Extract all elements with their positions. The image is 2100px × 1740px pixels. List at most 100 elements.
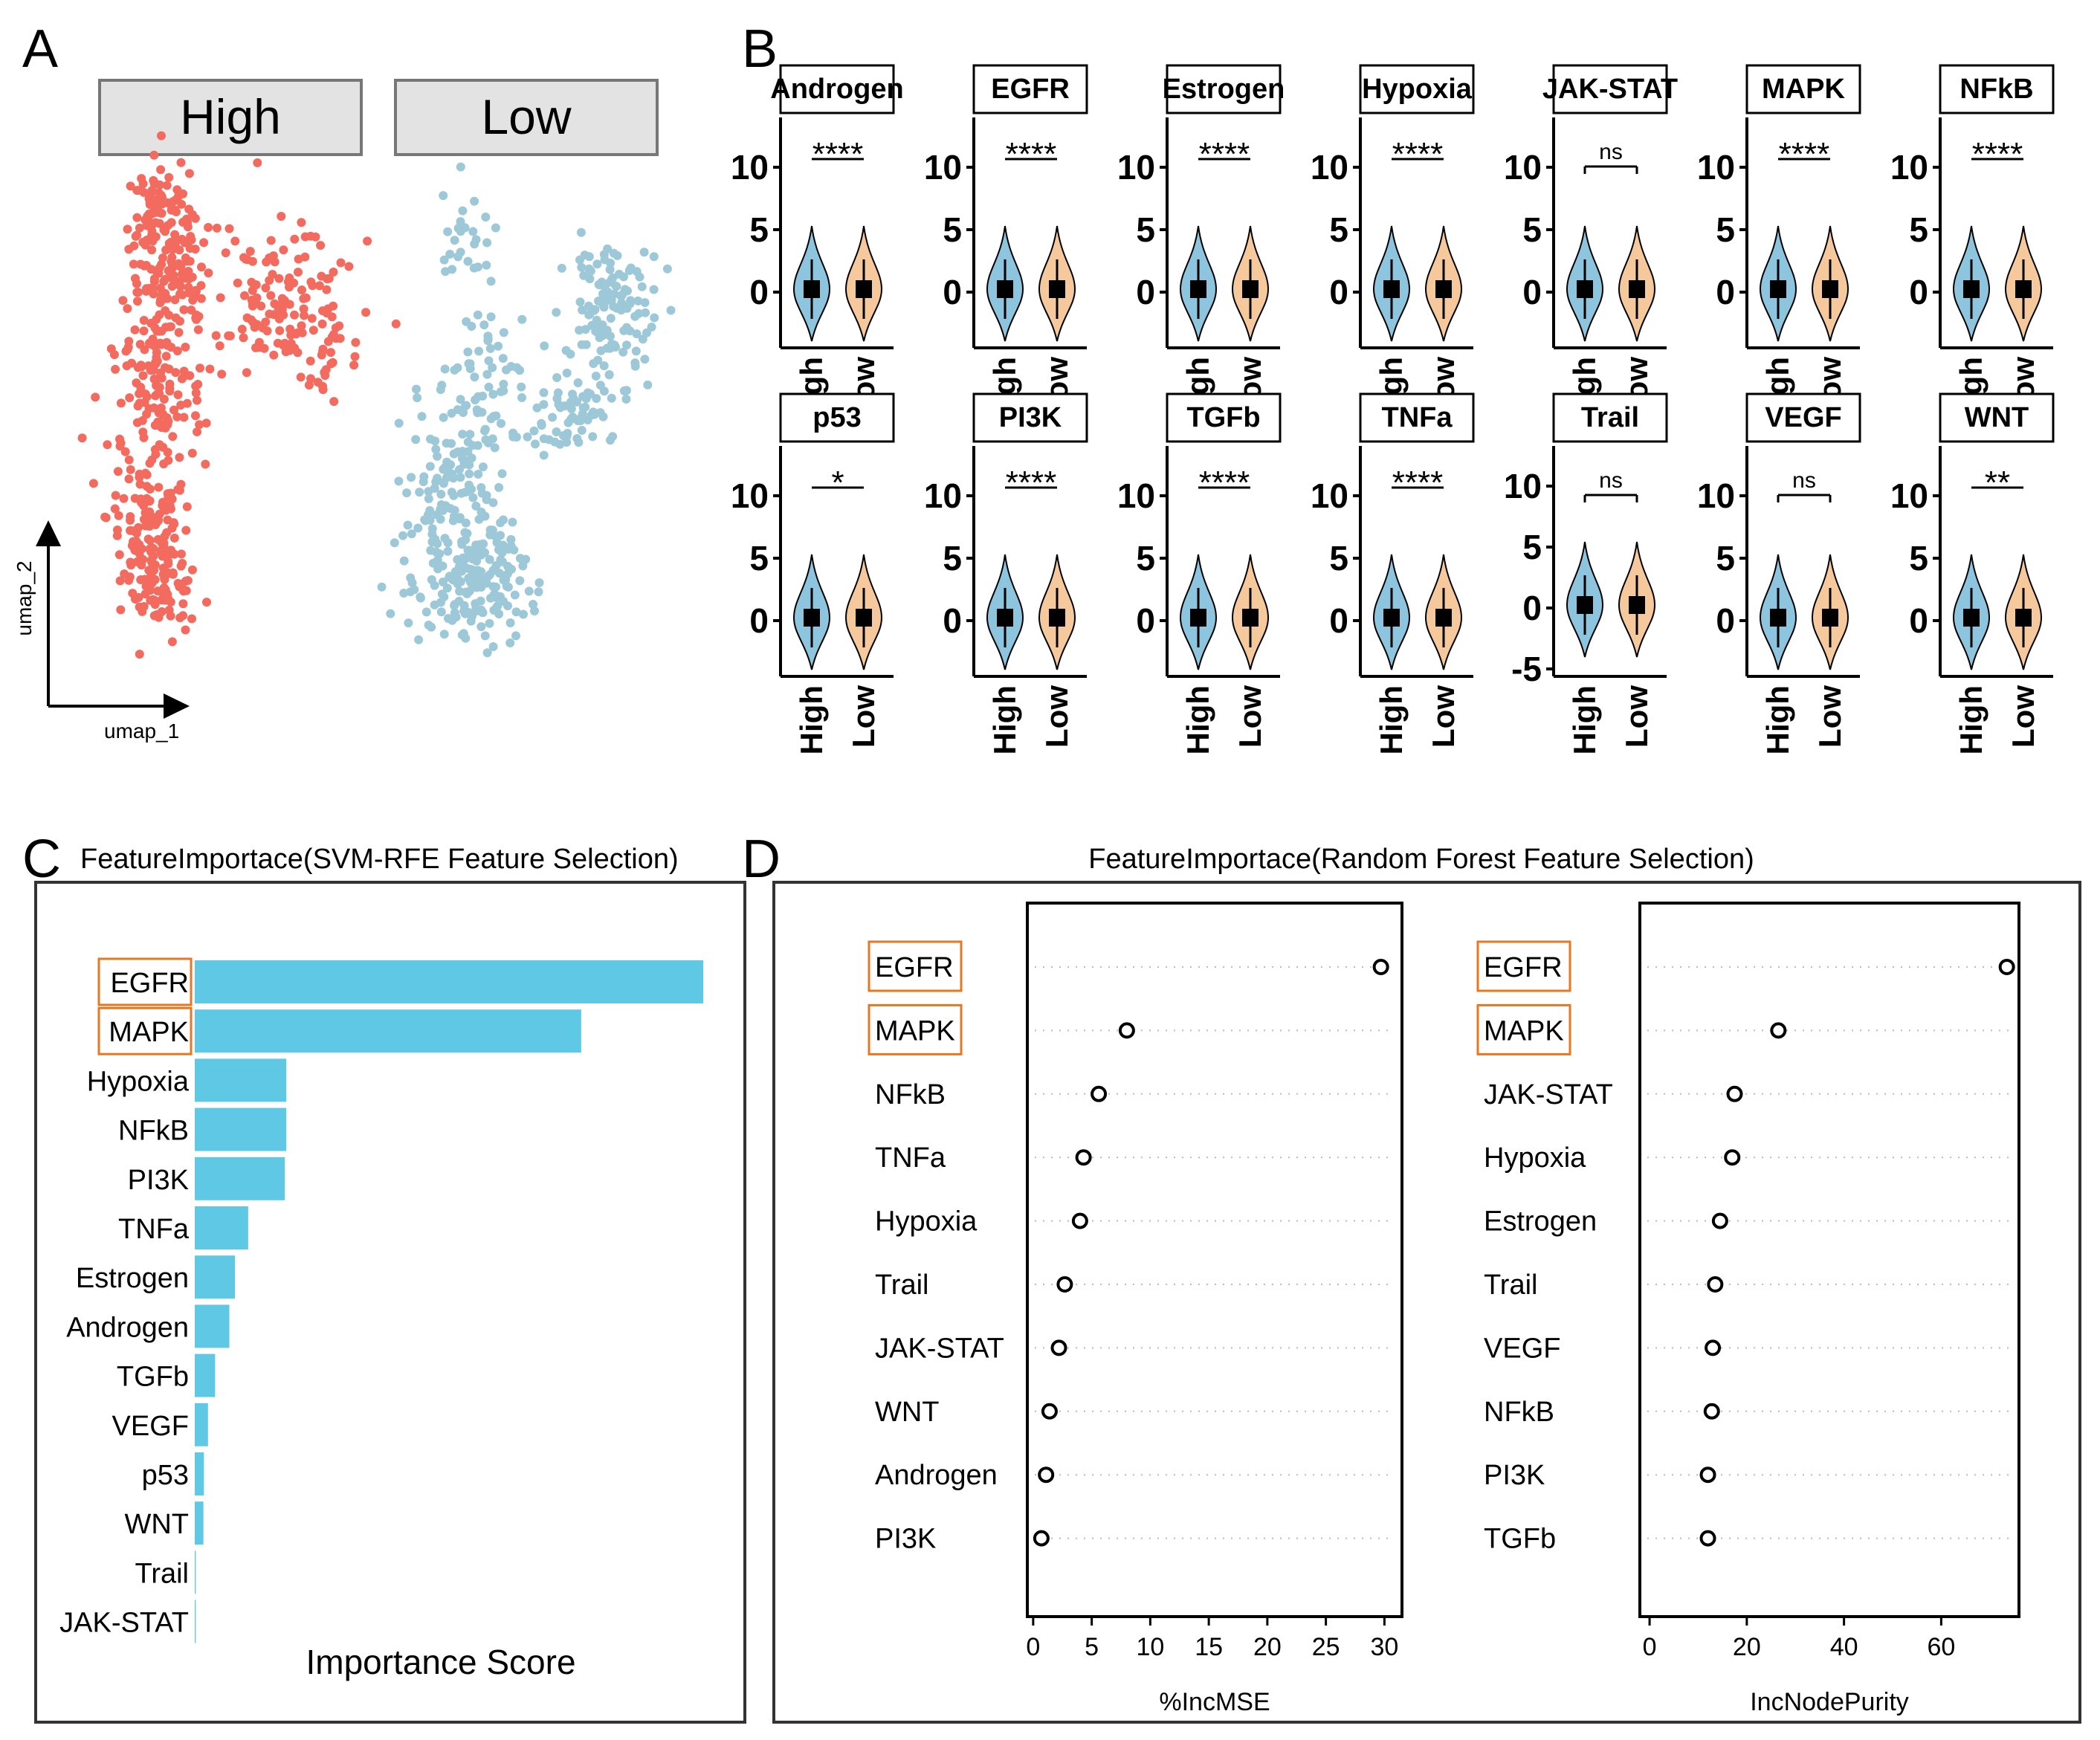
rf-incmse-category-label: EGFR bbox=[875, 952, 954, 983]
umap-point-low bbox=[485, 570, 494, 580]
umap-point-high bbox=[185, 371, 195, 381]
violin-box bbox=[1190, 280, 1206, 298]
umap-point-high bbox=[179, 413, 189, 422]
violin-title: p53 bbox=[812, 402, 861, 433]
umap-point-low bbox=[503, 601, 512, 611]
umap-point-high bbox=[138, 607, 147, 616]
umap-point-high bbox=[216, 293, 225, 303]
umap-low-points bbox=[377, 162, 676, 658]
umap-point-high bbox=[317, 319, 327, 329]
umap-point-high bbox=[142, 236, 152, 245]
umap-point-low bbox=[581, 394, 591, 404]
umap-point-low bbox=[399, 556, 409, 566]
umap-point-low bbox=[531, 439, 540, 449]
umap-point-high bbox=[184, 282, 193, 292]
rf-incnodepurity-dot-tgfb bbox=[1699, 1530, 1716, 1547]
rf-incmse-highlight-box bbox=[868, 940, 963, 992]
umap-point-high bbox=[135, 479, 145, 489]
rf-incnodepurity-category-label: VEGF bbox=[1484, 1333, 1560, 1364]
umap-point-high bbox=[181, 525, 191, 535]
umap-point-high bbox=[147, 578, 157, 588]
umap-point-high bbox=[178, 558, 187, 568]
umap-point-high bbox=[165, 387, 175, 396]
umap-point-high bbox=[297, 218, 306, 227]
umap-point-low bbox=[453, 363, 462, 372]
umap-point-low bbox=[494, 569, 504, 578]
violin-y-tick-label: 5 bbox=[1329, 210, 1348, 249]
umap-point-low bbox=[578, 305, 587, 315]
umap-point-low bbox=[468, 227, 478, 236]
violin-group-label: High bbox=[1567, 685, 1602, 754]
umap-point-high bbox=[175, 613, 185, 623]
umap-point-low bbox=[436, 489, 446, 499]
umap-high-points bbox=[77, 131, 401, 659]
umap-point-high bbox=[247, 277, 256, 287]
umap-point-low bbox=[433, 451, 442, 461]
umap-point-low bbox=[612, 282, 621, 291]
umap-point-low bbox=[599, 297, 609, 307]
umap-point-high bbox=[184, 267, 193, 276]
svm-chart-title: FeatureImportace(SVM-RFE Feature Selecti… bbox=[80, 844, 679, 875]
violin-y-tick-label: 5 bbox=[1522, 528, 1542, 566]
umap-point-low bbox=[456, 217, 465, 227]
umap-point-low bbox=[494, 482, 504, 492]
rf-incmse-highlight-box bbox=[868, 1003, 963, 1055]
umap-point-low bbox=[436, 607, 446, 617]
umap-point-low bbox=[425, 462, 435, 471]
rf-incmse-category-label: Hypoxia bbox=[875, 1206, 978, 1238]
umap-point-low bbox=[398, 531, 407, 540]
umap-point-low bbox=[443, 227, 453, 236]
umap-point-low bbox=[575, 255, 584, 265]
umap-point-high bbox=[361, 308, 371, 317]
umap-point-low bbox=[458, 557, 468, 566]
umap-point-high bbox=[112, 531, 122, 540]
violin-title-box bbox=[1939, 392, 2055, 443]
umap-point-low bbox=[552, 427, 561, 436]
umap-point-low bbox=[440, 534, 450, 543]
umap-strip-low bbox=[394, 79, 659, 156]
umap-point-low bbox=[463, 347, 473, 357]
umap-point-high bbox=[297, 321, 306, 331]
violin-y-tick-label: 0 bbox=[749, 601, 769, 640]
svm-bar-p53 bbox=[195, 1452, 204, 1495]
umap-point-low bbox=[485, 525, 495, 534]
umap-point-low bbox=[407, 529, 416, 539]
umap-point-low bbox=[468, 493, 478, 502]
umap-point-high bbox=[177, 234, 187, 244]
umap-point-low bbox=[584, 301, 593, 311]
umap-point-high bbox=[239, 333, 248, 343]
umap-point-low bbox=[603, 244, 613, 253]
significance-label: ** bbox=[1985, 465, 2010, 501]
umap-point-high bbox=[297, 285, 306, 295]
rf-incmse-dot-androgen bbox=[1038, 1466, 1055, 1484]
umap-point-low bbox=[591, 372, 601, 381]
umap-point-low bbox=[643, 380, 653, 389]
umap-point-low bbox=[510, 590, 520, 600]
umap-point-low bbox=[515, 576, 525, 586]
umap-point-low bbox=[581, 325, 590, 334]
svm-bar-chart: EGFR MAPK Hypoxia NFkB PI3K TNFa Estrogen Andro… bbox=[59, 957, 703, 1643]
umap-point-low bbox=[578, 409, 587, 418]
violin-box bbox=[997, 609, 1013, 627]
violin-group-label: Low bbox=[2006, 685, 2041, 748]
umap-point-low bbox=[465, 430, 475, 439]
umap-point-high bbox=[224, 331, 233, 340]
umap-point-low bbox=[419, 477, 428, 487]
umap-point-low bbox=[577, 426, 587, 435]
umap-point-high bbox=[329, 330, 338, 339]
violin-y-tick-label: 0 bbox=[1522, 273, 1542, 311]
svm-bar-androgen bbox=[195, 1304, 230, 1348]
umap-point-low bbox=[445, 250, 455, 259]
umap-point-low bbox=[453, 252, 463, 262]
umap-point-low bbox=[488, 582, 498, 592]
umap-point-low bbox=[421, 607, 431, 617]
rf-incmse-dot-pi3k bbox=[1033, 1530, 1050, 1547]
umap-point-high bbox=[329, 268, 338, 276]
umap-point-high bbox=[252, 320, 262, 329]
umap-point-low bbox=[403, 520, 413, 530]
umap-point-low bbox=[459, 601, 469, 610]
umap-point-high bbox=[217, 369, 227, 379]
umap-point-low bbox=[441, 267, 450, 276]
umap-point-low bbox=[485, 554, 494, 564]
